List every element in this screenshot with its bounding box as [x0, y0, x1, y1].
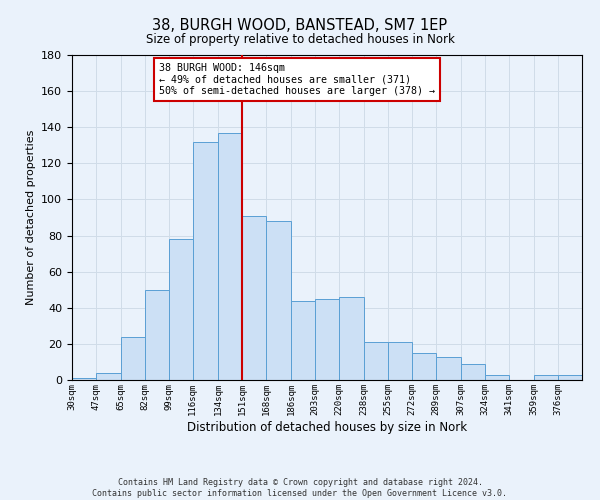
- Text: 38 BURGH WOOD: 146sqm
← 49% of detached houses are smaller (371)
50% of semi-det: 38 BURGH WOOD: 146sqm ← 49% of detached …: [158, 63, 434, 96]
- Bar: [412, 353, 436, 380]
- Bar: [193, 142, 218, 380]
- X-axis label: Distribution of detached houses by size in Nork: Distribution of detached houses by size …: [187, 420, 467, 434]
- Bar: [218, 132, 242, 380]
- Y-axis label: Number of detached properties: Number of detached properties: [26, 130, 35, 305]
- Bar: [315, 298, 339, 380]
- Bar: [72, 378, 96, 380]
- Text: Size of property relative to detached houses in Nork: Size of property relative to detached ho…: [146, 32, 454, 46]
- Bar: [461, 364, 485, 380]
- Bar: [121, 336, 145, 380]
- Bar: [558, 374, 582, 380]
- Bar: [436, 356, 461, 380]
- Bar: [242, 216, 266, 380]
- Text: Contains HM Land Registry data © Crown copyright and database right 2024.
Contai: Contains HM Land Registry data © Crown c…: [92, 478, 508, 498]
- Text: 38, BURGH WOOD, BANSTEAD, SM7 1EP: 38, BURGH WOOD, BANSTEAD, SM7 1EP: [152, 18, 448, 32]
- Bar: [169, 239, 193, 380]
- Bar: [388, 342, 412, 380]
- Bar: [266, 221, 291, 380]
- Bar: [339, 297, 364, 380]
- Bar: [145, 290, 169, 380]
- Bar: [291, 300, 315, 380]
- Bar: [364, 342, 388, 380]
- Bar: [485, 374, 509, 380]
- Bar: [534, 374, 558, 380]
- Bar: [96, 373, 121, 380]
